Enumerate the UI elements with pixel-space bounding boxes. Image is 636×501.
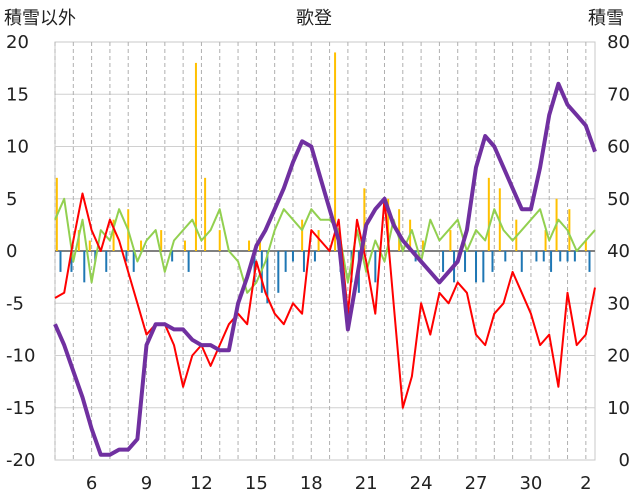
y-left-tick-label: -15 [6,398,35,419]
sunshine-bar [291,251,294,262]
chart-title: 歌登 [296,8,332,29]
precipitation-bar [160,230,163,251]
y-right-tick-label: 20 [607,346,630,367]
precipitation-bar [421,240,424,251]
sunshine-bar [313,251,316,262]
left-axis-title: 積雪以外 [4,8,76,29]
sunshine-bar [559,251,562,262]
sunshine-bar [535,251,538,262]
y-right-tick-label: 10 [607,398,630,419]
precipitation-bar [568,209,571,251]
precipitation-bar [248,240,251,251]
y-left-tick-label: 20 [6,32,29,53]
y-right-tick-label: 40 [607,241,630,262]
sunshine-bar [171,251,174,262]
sunshine-bar [550,251,553,272]
precipitation-bar [487,177,490,251]
x-tick-label: 27 [465,473,488,494]
sunshine-bar [504,251,507,262]
sunshine-bar [464,251,467,272]
y-left-tick-label: 10 [6,137,29,158]
sunshine-bar [302,251,305,272]
x-tick-label: 9 [141,473,152,494]
y-left-tick-label: 5 [6,189,17,210]
precipitation-bar [334,52,337,252]
x-tick-label: 12 [190,473,213,494]
sunshine-bar [482,251,485,283]
sunshine-bar [520,251,523,272]
wind-line [54,197,596,294]
precipitation-bar [112,219,115,251]
sunshine-bar [475,251,478,283]
y-right-tick-label: 50 [607,189,630,210]
sunshine-bar [253,251,256,283]
y-left-tick-label: -10 [6,346,35,367]
x-tick-label: 6 [86,473,97,494]
sunshine-bar [132,251,135,272]
y-right-tick-label: 0 [619,450,630,471]
y-right-tick-label: 30 [607,293,630,314]
sunshine-bar [284,251,287,272]
y-right-tick-label: 60 [607,137,630,158]
precipitation-bar [363,188,366,251]
sunshine-bar [125,251,128,262]
sunshine-bar [588,251,591,272]
sunshine-bar [105,251,108,272]
y-left-tick-label: -20 [6,450,35,471]
x-tick-label: 30 [519,473,542,494]
y-left-tick-label: -5 [6,293,24,314]
precipitation-bar [301,219,304,251]
precipitation-bar [398,209,401,251]
precipitation-bar [183,240,186,251]
sunshine-bar [573,251,576,262]
sunshine-bar [70,251,73,272]
sunshine-bar [566,251,569,262]
precipitation-bar [218,230,221,251]
x-tick-label: 15 [245,473,268,494]
precipitation-bar [544,230,547,251]
precipitation-bar [204,177,207,251]
x-tick-label: 18 [300,473,323,494]
y-left-tick-label: 0 [6,241,17,262]
series-lines [53,81,597,457]
sunshine-bar [83,251,86,283]
sunshine-bar [442,251,445,272]
sunshine-bar [542,251,545,262]
sunshine-bar [277,251,280,293]
precipitation-bar [584,240,587,251]
temperature-line [54,192,596,409]
precipitation-bar [387,198,390,251]
sunshine-bar [187,251,190,272]
sunshine-bar [59,251,62,272]
precipitation-bar [140,240,143,251]
sunshine-bar [491,251,494,272]
x-tick-label: 24 [410,473,433,494]
precipitation-bar [88,240,91,251]
right-axis-title: 積雪 [588,8,624,29]
precipitation-bar [194,62,197,252]
precipitation-bar [449,230,452,251]
sunshine-bar [266,251,269,304]
precipitation-bar [259,240,262,251]
precipitation-bar [317,230,320,251]
y-right-tick-label: 80 [607,32,630,53]
y-right-tick-label: 70 [607,84,630,105]
sunshine-bar [374,251,377,283]
x-tick-label: 2 [580,473,591,494]
y-left-tick-label: 15 [6,84,29,105]
x-tick-label: 21 [355,473,378,494]
snow_depth-line [53,81,597,457]
